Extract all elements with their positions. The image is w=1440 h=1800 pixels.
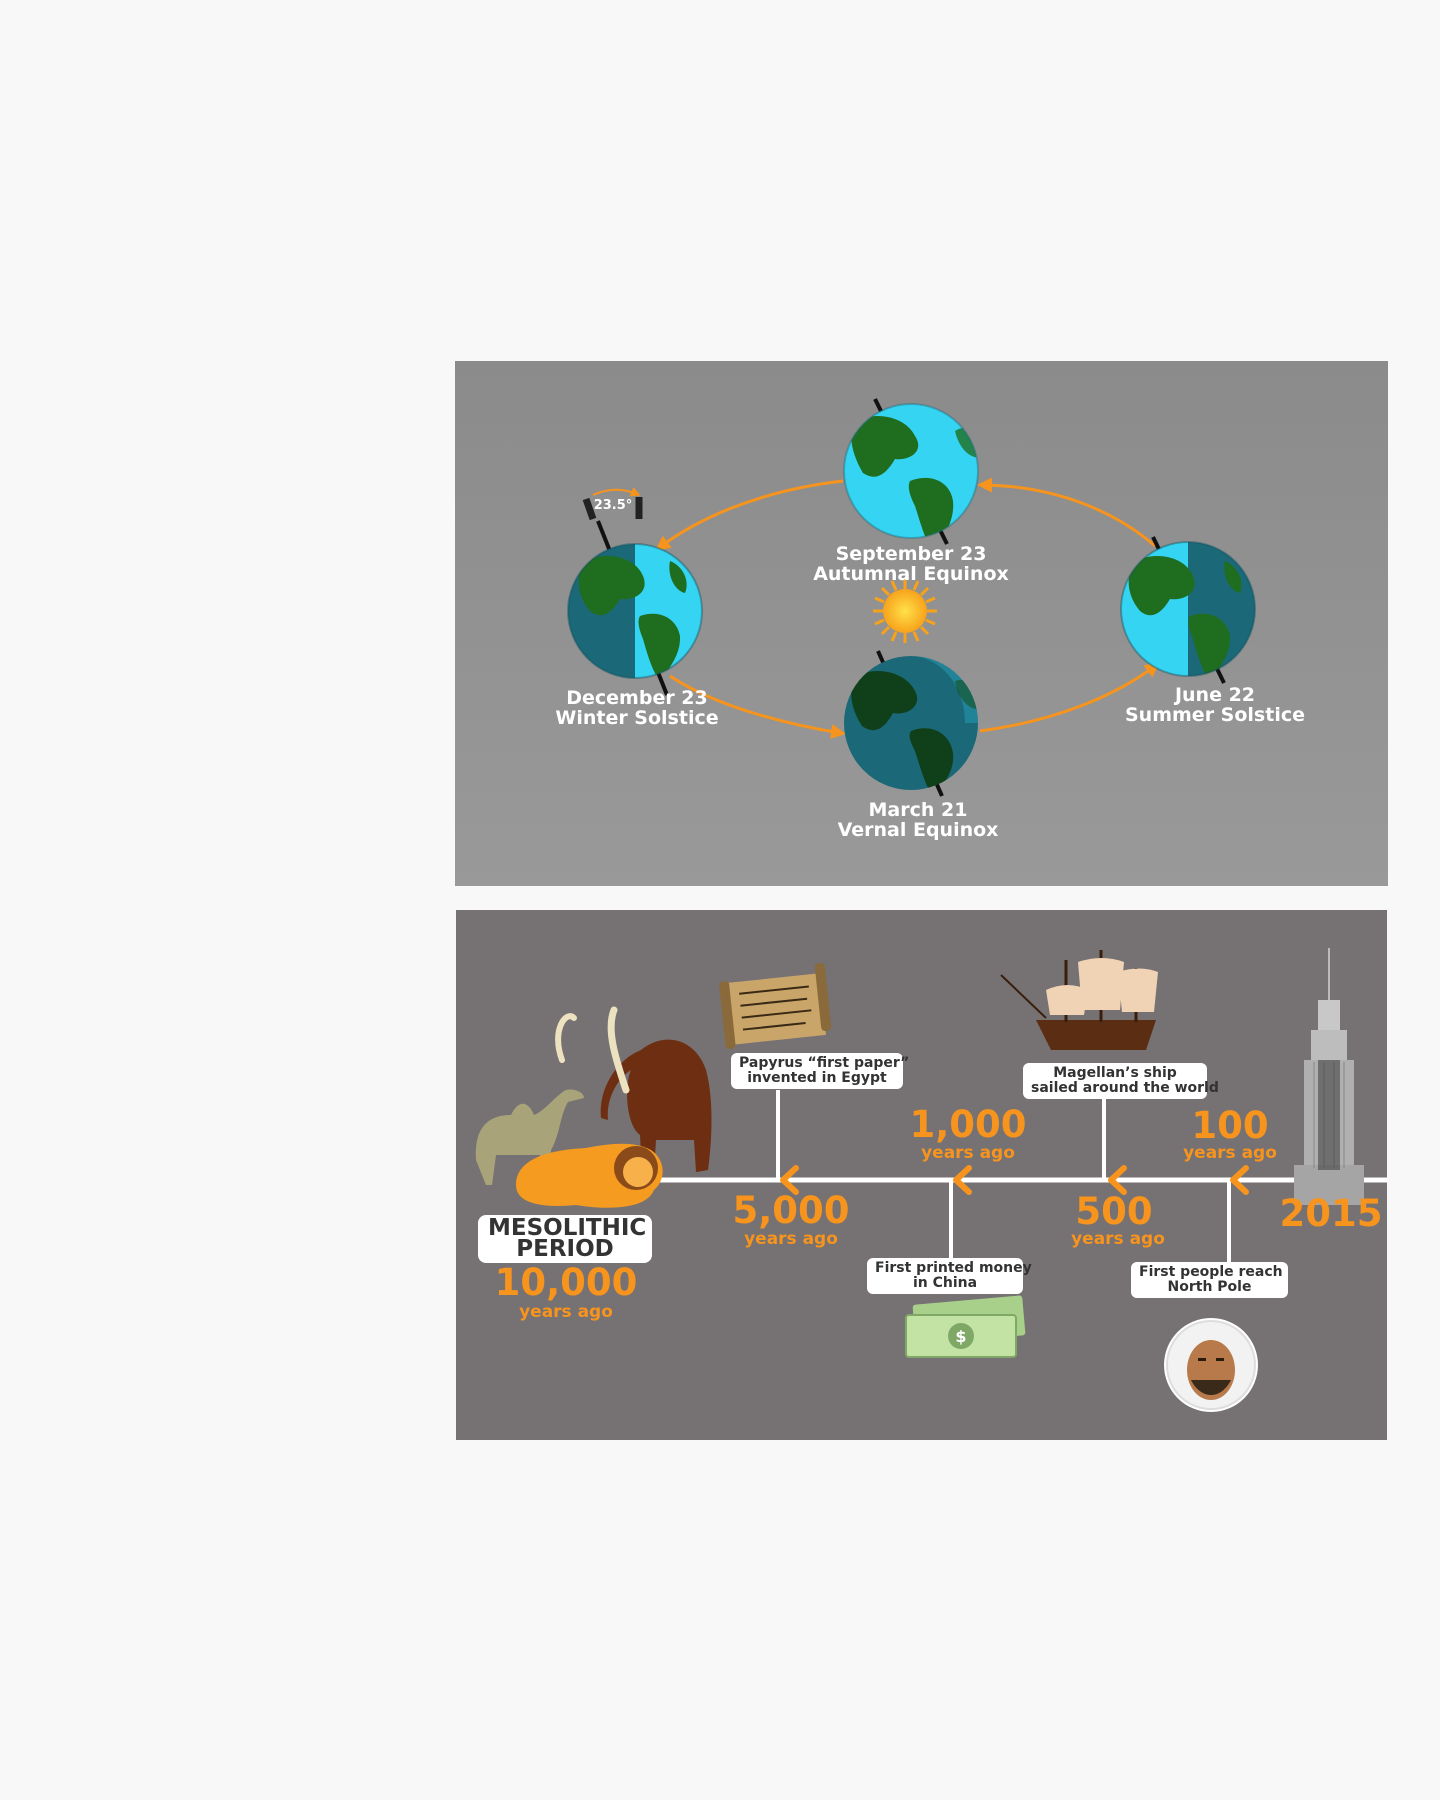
year-100-sub: years ago	[1183, 1143, 1277, 1163]
orbit-arrow-winter-to-spring	[669, 674, 846, 739]
event-papyrus: Papyrus “first paper” invented in Egypt	[731, 1053, 910, 1089]
papyrus-scroll-icon	[719, 963, 832, 1050]
event-pole-line2: North Pole	[1167, 1279, 1252, 1295]
skyscraper-icon	[1294, 948, 1364, 1205]
year-5000-sub: years ago	[744, 1229, 838, 1249]
history-timeline: $ Papyrus “first paper” invented in Egyp…	[456, 910, 1387, 1440]
label-summer-name: Summer Solstice	[1125, 704, 1305, 726]
chevron-left-icon	[1108, 1165, 1127, 1195]
earth-march-icon	[844, 650, 978, 797]
year-10000: 10,000	[494, 1261, 638, 1304]
orbit-arrow-summer-to-autumn	[977, 477, 1156, 548]
event-magellan: Magellan’s ship sailed around the world	[1023, 1063, 1219, 1099]
year-1000: 1,000	[909, 1103, 1027, 1146]
year-500-sub: years ago	[1071, 1229, 1165, 1249]
label-vernal-name: Vernal Equinox	[837, 819, 999, 841]
label-autumnal-date: September 23	[835, 543, 987, 565]
prehistoric-animals-icon	[475, 1006, 712, 1208]
event-money-line1: First printed money	[875, 1260, 1032, 1276]
explorer-face-icon	[1164, 1318, 1258, 1412]
sailing-ship-icon	[1000, 950, 1158, 1050]
label-vernal-date: March 21	[868, 799, 968, 821]
year-2015: 2015	[1279, 1192, 1383, 1235]
mesolithic-line1: MESOLITHIC	[488, 1215, 647, 1241]
label-winter-solstice: December 23 Winter Solstice	[537, 688, 737, 728]
event-papyrus-line2: invented in Egypt	[747, 1070, 887, 1086]
tilt-angle-label: 23.5°	[594, 498, 633, 513]
mesolithic-period-label: MESOLITHIC PERIOD	[478, 1215, 652, 1263]
label-summer-date: June 22	[1174, 684, 1256, 706]
event-papyrus-line1: Papyrus “first paper”	[739, 1055, 910, 1071]
event-money-line2: in China	[912, 1275, 978, 1291]
sun-icon	[873, 579, 937, 643]
earth-december-icon	[567, 487, 703, 696]
chevron-left-icon	[953, 1165, 972, 1195]
orbit-arrow-autumn-to-winter	[655, 479, 844, 551]
label-vernal-equinox: March 21 Vernal Equinox	[818, 800, 1018, 840]
label-winter-name: Winter Solstice	[555, 707, 719, 729]
label-autumnal-name: Autumnal Equinox	[813, 563, 1009, 585]
dollar-sign: $	[955, 1327, 966, 1346]
earth-june-icon	[1120, 536, 1256, 684]
chevron-left-icon	[780, 1165, 799, 1195]
seasons-graphic: 23.5°	[567, 398, 1256, 797]
event-magellan-line1: Magellan’s ship	[1053, 1065, 1177, 1081]
year-100: 100	[1191, 1104, 1269, 1147]
event-north-pole: First people reach North Pole	[1131, 1262, 1288, 1298]
year-1000-sub: years ago	[921, 1143, 1015, 1163]
money-bills-icon	[905, 1295, 1026, 1358]
label-summer-solstice: June 22 Summer Solstice	[1115, 685, 1315, 725]
event-printed-money: First printed money in China	[867, 1258, 1032, 1294]
timeline-graphic: $	[475, 948, 1387, 1412]
year-500: 500	[1075, 1190, 1153, 1233]
seasons-diagram: 23.5° September 23 Aut	[455, 361, 1388, 886]
orbit-arrow-spring-to-summer	[979, 662, 1160, 733]
mesolithic-line2: PERIOD	[516, 1236, 614, 1262]
label-autumnal-equinox: September 23 Autumnal Equinox	[811, 544, 1011, 584]
label-winter-date: December 23	[566, 687, 708, 709]
event-magellan-line2: sailed around the world	[1031, 1080, 1219, 1096]
year-5000: 5,000	[732, 1189, 850, 1232]
event-pole-line1: First people reach	[1139, 1264, 1283, 1280]
year-10000-sub: years ago	[519, 1302, 613, 1322]
earth-september-icon	[843, 398, 979, 545]
chevron-left-icon	[1230, 1165, 1249, 1195]
